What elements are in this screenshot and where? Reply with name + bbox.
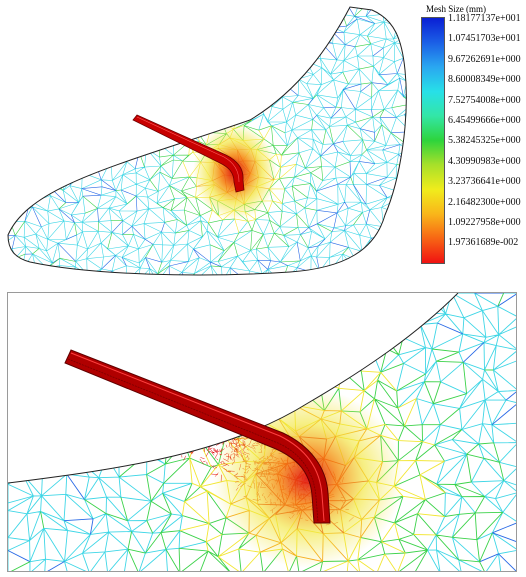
colorbar-label: 4.30990983e+000 [448, 155, 521, 167]
zoomed-mesh-panel [7, 292, 517, 572]
overview-boundary [7, 6, 407, 276]
colorbar-label: 8.60008349e+000 [448, 74, 521, 86]
colorbar-label: 1.07451703e+001 [448, 33, 521, 45]
colorbar-label: 5.38245325e+000 [448, 135, 521, 147]
colorbar-title: Mesh Size (mm) [426, 4, 486, 14]
colorbar-label: 7.52754008e+000 [448, 94, 521, 106]
colorbar [421, 17, 445, 264]
overview-probe [132, 114, 245, 193]
overview-mesh-panel: Mesh Size (mm) 1.18177137e+001 1.07451703… [0, 0, 526, 282]
colorbar-label: 1.09227958e+000 [448, 217, 521, 228]
colorbar-label: 1.18177137e+001 [448, 13, 521, 24]
zoomed-mesh-plot [8, 293, 516, 571]
zoomed-probe [64, 349, 331, 524]
colorbar-label: 6.45499666e+000 [448, 115, 521, 126]
colorbar-label: 1.97361689e-002 [448, 237, 519, 249]
overview-mesh-region [8, 7, 407, 275]
colorbar-label: 9.67262691e+000 [448, 53, 521, 65]
colorbar-label: 3.23736641e+000 [448, 176, 521, 188]
zoomed-boundary [8, 293, 459, 484]
colorbar-label: 2.16482300e+000 [448, 196, 521, 208]
overview-mesh-plot [7, 6, 407, 276]
